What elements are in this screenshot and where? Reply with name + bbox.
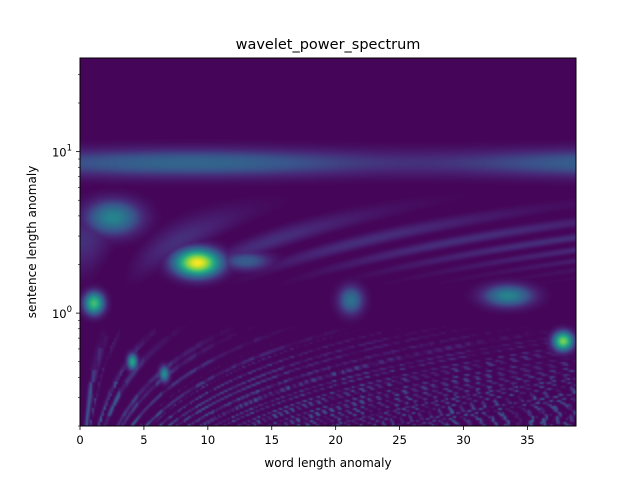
x-tick-label: 35 xyxy=(520,433,535,447)
x-tick-label: 30 xyxy=(456,433,471,447)
x-tick-label: 0 xyxy=(76,433,83,447)
heatmap xyxy=(80,58,576,426)
y-axis-label: sentence length anomaly xyxy=(25,166,39,319)
x-axis-label: word length anomaly xyxy=(264,456,391,470)
x-tick-label: 20 xyxy=(328,433,343,447)
x-tick-label: 10 xyxy=(201,433,216,447)
plot-area xyxy=(80,58,576,426)
x-tick-label: 5 xyxy=(140,433,147,447)
x-tick-label: 15 xyxy=(264,433,279,447)
chart-title: wavelet_power_spectrum xyxy=(236,37,421,53)
x-tick-label: 25 xyxy=(392,433,407,447)
